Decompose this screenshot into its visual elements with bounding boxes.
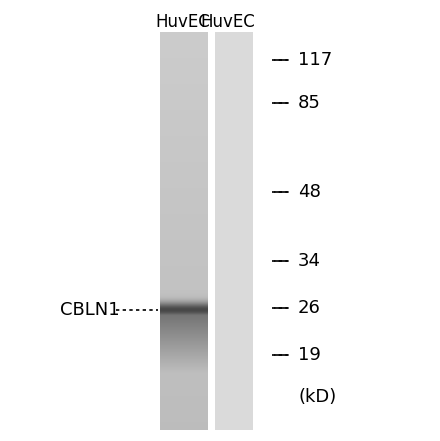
Text: HuvEC: HuvEC [201, 13, 255, 31]
Text: 48: 48 [298, 183, 321, 201]
Text: HuvEC: HuvEC [156, 13, 210, 31]
Text: 34: 34 [298, 252, 321, 270]
Text: 85: 85 [298, 94, 321, 112]
Text: CBLN1: CBLN1 [60, 301, 120, 319]
Text: 117: 117 [298, 51, 332, 69]
Text: (kD): (kD) [298, 388, 336, 406]
Text: 19: 19 [298, 346, 321, 364]
Text: 26: 26 [298, 299, 321, 317]
